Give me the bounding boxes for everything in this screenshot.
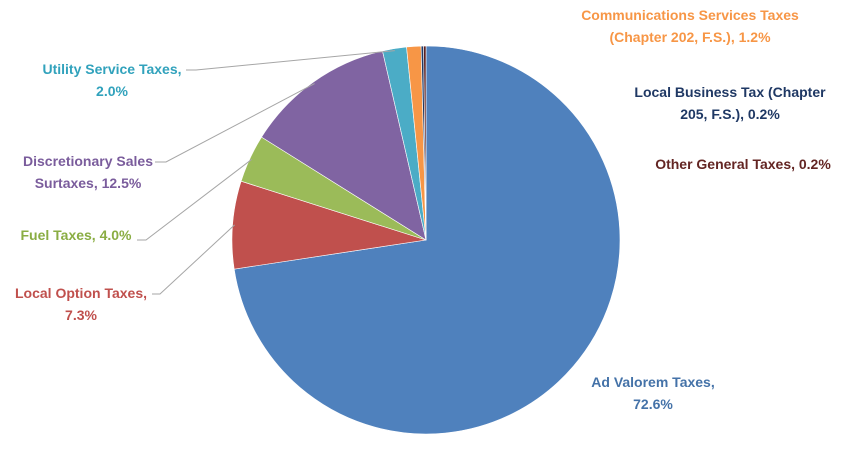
data-label-4: Utility Service Taxes, 2.0%: [42, 61, 181, 99]
data-label-line: Ad Valorem Taxes,: [591, 374, 714, 390]
leaders-layer: [137, 50, 395, 295]
data-label-7: Other General Taxes, 0.2%: [655, 156, 831, 172]
data-label-line: Communications Services Taxes: [581, 7, 799, 23]
data-label-1: Local Option Taxes, 7.3%: [15, 285, 147, 323]
pie-slice-7: [423, 45, 427, 241]
data-label-3: Discretionary Sales Surtaxes, 12.5%: [23, 153, 153, 191]
data-label-5: Communications Services Taxes (Chapter 20…: [581, 7, 799, 45]
data-label-line: 72.6%: [633, 396, 673, 412]
leader-line-3: [155, 83, 315, 163]
data-label-0: Ad Valorem Taxes, 72.6%: [591, 374, 714, 412]
leader-line-4: [186, 50, 395, 71]
slices-layer: [231, 45, 621, 435]
data-label-6: Local Business Tax (Chapter 205, F.S.), 0…: [634, 84, 826, 122]
leader-line-1: [152, 224, 235, 295]
data-label-line: 2.0%: [96, 83, 128, 99]
data-label-line: Discretionary Sales: [23, 153, 153, 169]
data-label-line: 7.3%: [65, 307, 97, 323]
labels-layer: Ad Valorem Taxes, 72.6% Local Option Taxes…: [15, 7, 831, 412]
data-label-line: Utility Service Taxes,: [42, 61, 181, 77]
data-label-line: 205, F.S.), 0.2%: [680, 106, 780, 122]
data-label-line: Surtaxes, 12.5%: [35, 175, 142, 191]
pie-slice-0: [233, 45, 621, 435]
data-label-line: Fuel Taxes, 4.0%: [20, 227, 132, 243]
data-label-line: Local Business Tax (Chapter: [634, 84, 826, 100]
pie-slice-3: [261, 50, 427, 241]
data-label-line: Local Option Taxes,: [15, 285, 147, 301]
data-label-line: Other General Taxes, 0.2%: [655, 156, 831, 172]
data-label-line: (Chapter 202, F.S.), 1.2%: [609, 29, 771, 45]
leader-line-2: [137, 158, 253, 241]
data-label-2: Fuel Taxes, 4.0%: [20, 227, 132, 243]
